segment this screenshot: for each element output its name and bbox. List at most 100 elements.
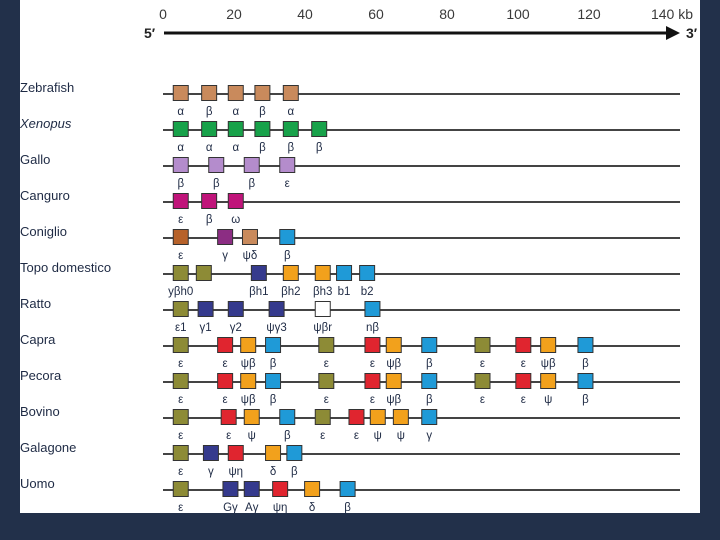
gene-label: b2: [361, 286, 374, 298]
gene-block: [282, 265, 299, 281]
gene-label: α: [177, 142, 184, 154]
gene-label: δ: [309, 502, 315, 513]
gene-block: [421, 373, 438, 389]
gene-block: [202, 445, 219, 461]
gene-block: [474, 373, 491, 389]
gene-block: [241, 229, 258, 245]
gene-block: [359, 265, 376, 281]
gene-label: ψ: [397, 430, 405, 442]
gene-label: β: [259, 106, 266, 118]
species-row: Gallo β β β ε: [20, 152, 680, 190]
gene-block: [195, 265, 212, 281]
gene-block: [208, 157, 225, 173]
gene-label: ε: [324, 358, 329, 370]
gene-block: [421, 337, 438, 353]
gene-label: ψη: [228, 466, 243, 478]
axis-tick-label: 140 kb: [651, 6, 693, 22]
gene-label: nβ: [366, 322, 379, 334]
gene-block: [243, 481, 260, 497]
species-row: Coniglio ε γ ψδ β: [20, 224, 680, 262]
gene-block: [318, 373, 335, 389]
species-row: Ratto ε1 γ1 γ2 ψγ3 ψβr nβ: [20, 296, 680, 334]
gene-label: δ: [270, 466, 276, 478]
gene-label: ε: [521, 394, 526, 406]
species-row: Bovino ε ε ψ β ε ε ψ ψ γ: [20, 404, 680, 442]
gene-label: ψ: [248, 430, 256, 442]
gene-block: [254, 85, 271, 101]
gene-label: α: [177, 106, 184, 118]
species-name: Coniglio: [20, 224, 67, 239]
gene-label: γ: [222, 250, 228, 262]
gene-label: β: [426, 394, 433, 406]
gene-block: [243, 409, 260, 425]
gene-label: ψβ: [241, 394, 256, 406]
gene-block: [172, 373, 189, 389]
kb-axis: 5′ 3′ 0 20 40 60 80 100 120 140 kb: [144, 6, 698, 41]
gene-block: [201, 85, 218, 101]
gene-block: [279, 229, 296, 245]
gene-label: α: [232, 142, 239, 154]
gene-block: [540, 373, 557, 389]
gene-label: βh2: [281, 286, 300, 298]
gene-label: γ: [208, 466, 214, 478]
species-row: Galagone ε γ ψη δ β: [20, 440, 680, 478]
gene-label: β: [270, 358, 277, 370]
axis-tick-label: 20: [226, 6, 242, 22]
gene-block: [172, 229, 189, 245]
species-name: Galagone: [20, 440, 76, 455]
gene-block: [282, 121, 299, 137]
axis-tick-label: 0: [159, 6, 167, 22]
gene-label: β: [582, 394, 589, 406]
gene-block: [385, 373, 402, 389]
gene-label: β: [582, 358, 589, 370]
gene-block: [227, 193, 244, 209]
gene-label: βh1: [249, 286, 268, 298]
gene-block: [314, 265, 331, 281]
gene-label: ε: [320, 430, 325, 442]
gene-block: [474, 337, 491, 353]
gene-block: [311, 121, 328, 137]
gene-block: [172, 121, 189, 137]
gene-block: [279, 157, 296, 173]
gene-label: ψ: [374, 430, 382, 442]
gene-block: [314, 409, 331, 425]
gene-block: [222, 481, 239, 497]
gene-label: β: [426, 358, 433, 370]
gene-label: ε: [324, 394, 329, 406]
gene-block: [217, 337, 234, 353]
gene-label: b1: [338, 286, 351, 298]
gene-block: [318, 337, 335, 353]
gene-block: [268, 301, 285, 317]
gene-label: ψβr: [313, 322, 332, 334]
gene-label: ε1: [175, 322, 187, 334]
gene-block: [265, 373, 282, 389]
axis-tick-label: 120: [577, 6, 601, 22]
gene-block: [392, 409, 409, 425]
gene-label: ψβ: [386, 358, 401, 370]
gene-label: ε: [354, 430, 359, 442]
axis-five-prime-label: 5′: [144, 25, 156, 41]
gene-block: [272, 481, 289, 497]
gene-block: [240, 373, 257, 389]
axis-tick-label: 80: [439, 6, 455, 22]
species-name: Zebrafish: [20, 80, 74, 95]
gene-label: ε: [226, 430, 231, 442]
gene-label: ε: [521, 358, 526, 370]
gene-label: ε: [178, 502, 183, 513]
globin-cluster-figure: 5′ 3′ 0 20 40 60 80 100 120 140 kb Zebrafish α β α…: [20, 0, 700, 513]
gene-block: [364, 373, 381, 389]
species-name: Canguro: [20, 188, 70, 203]
gene-block: [540, 337, 557, 353]
gene-label: β: [213, 178, 220, 190]
gene-block: [217, 373, 234, 389]
species-row: Xenopus α α α β β β: [20, 116, 680, 154]
gene-block: [172, 193, 189, 209]
species-name: Pecora: [20, 368, 62, 383]
gene-label: Aγ: [245, 502, 259, 513]
axis-arrow-head: [666, 26, 680, 40]
gene-block: [172, 265, 189, 281]
gene-block: [314, 301, 331, 317]
